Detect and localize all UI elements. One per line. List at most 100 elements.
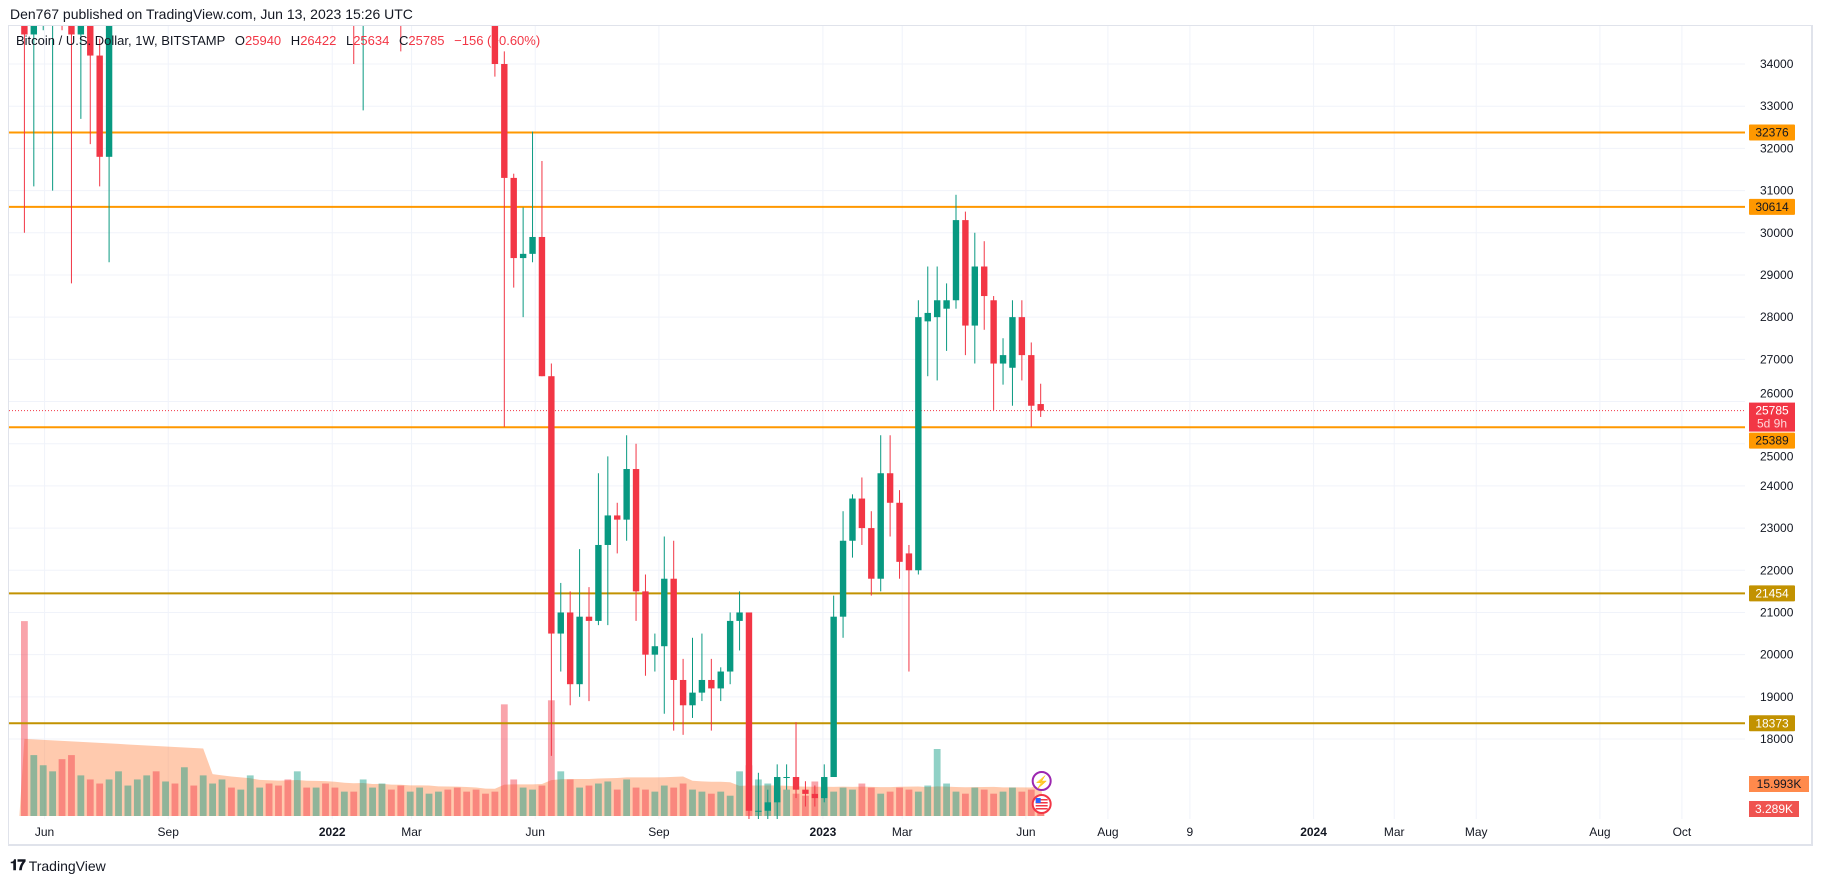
open-value: 25940 (245, 33, 282, 48)
flag-stripe (1035, 805, 1048, 807)
lightning-event-icon (1031, 771, 1052, 791)
volume-bar (30, 755, 38, 816)
volume-bar (49, 771, 57, 816)
candle-body (1028, 355, 1035, 406)
volume-bar (68, 755, 75, 816)
volume-ma-badge (1749, 776, 1809, 792)
candle-body (821, 777, 828, 799)
volume-ma-text: 15.993K (1757, 777, 1802, 791)
price-tick-label: 27000 (1760, 352, 1794, 366)
volume-bar (849, 789, 856, 816)
time-tick-label: Aug (1097, 825, 1118, 839)
price-tick-label: 33000 (1760, 99, 1794, 113)
level-price-badge-text: 21454 (1755, 586, 1789, 600)
volume-bar (199, 775, 207, 816)
volume-bar (425, 793, 433, 816)
candle-body (519, 253, 527, 259)
volume-bar (209, 783, 216, 816)
volume-bar (886, 791, 894, 816)
volume-bar (905, 789, 913, 816)
candle-body (924, 312, 931, 322)
price-tick-label: 25000 (1760, 450, 1794, 464)
volume-bar (435, 791, 442, 816)
volume-bar (350, 791, 358, 816)
volume-bar (397, 785, 405, 816)
volume-bar (971, 787, 979, 816)
level-price-badge-text: 18373 (1755, 716, 1789, 730)
volume-bar (105, 779, 113, 816)
candle-body (510, 177, 517, 259)
level-price-badge (1749, 432, 1795, 449)
candle-body (1009, 317, 1016, 368)
candle-body (529, 236, 536, 254)
candle-body (802, 789, 809, 794)
volume-bar (293, 771, 301, 816)
volume-bar (152, 771, 160, 816)
candle-body (745, 612, 753, 811)
candle-body (538, 236, 546, 377)
volume-bar (557, 771, 565, 816)
volume-bar (943, 783, 950, 816)
time-tick-label: Jun (1016, 825, 1035, 839)
candle-body (858, 498, 866, 529)
candle-body (830, 616, 837, 778)
volume-bar (237, 789, 245, 816)
symbol-title[interactable]: Bitcoin / U.S. Dollar, 1W, BITSTAMP (16, 33, 226, 48)
candle-body (962, 220, 969, 326)
price-tick-label: 24000 (1760, 479, 1794, 493)
candle-body (999, 355, 1007, 364)
volume-bar (576, 787, 583, 816)
time-tick-label: 2024 (1300, 825, 1327, 839)
volume-last-text: 3.289K (1755, 802, 1793, 816)
candle-body (811, 793, 819, 799)
candle-body (726, 620, 734, 672)
footer-logo[interactable]: 𝟏𝟕 TradingView (10, 857, 106, 874)
open-label: O (234, 33, 246, 48)
price-tick-label: 34000 (1760, 57, 1794, 71)
volume-bar (265, 783, 273, 816)
candle-body (774, 777, 781, 803)
candle-body (87, 26, 94, 56)
volume-bar (651, 791, 659, 816)
volume-bar (180, 767, 188, 816)
volume-bar (387, 789, 395, 816)
high-value: 26422 (300, 33, 337, 48)
volume-bar (482, 793, 489, 816)
candle-body (839, 540, 847, 617)
volume-bar (275, 785, 282, 816)
candle-body (792, 777, 800, 790)
lightning-glyph: ⚡ (1034, 775, 1049, 789)
candle-body (585, 616, 593, 621)
time-tick-label: Mar (401, 825, 422, 839)
flag-canton (1035, 798, 1041, 803)
volume-bar (444, 789, 452, 816)
candle-body (501, 64, 508, 178)
last-price-badge (1749, 402, 1795, 432)
volume-bar (500, 704, 508, 816)
candle-body (990, 300, 997, 364)
candle-body (30, 26, 38, 35)
candle-body (115, 0, 121, 5)
volume-bar (990, 793, 998, 816)
candle-body (971, 266, 979, 326)
price-tick-label: 32000 (1760, 141, 1794, 155)
level-price-badge (1749, 585, 1795, 602)
candle-body (642, 591, 649, 655)
time-tick-label: Mar (892, 825, 913, 839)
volume-bar (595, 783, 602, 816)
volume-bar (613, 789, 621, 816)
level-price-badge (1749, 198, 1795, 215)
volume-bar (585, 785, 593, 816)
price-tick-label: 18000 (1760, 732, 1794, 746)
volume-bar (1018, 791, 1026, 816)
volume-bar (378, 783, 386, 816)
volume-bar (660, 785, 668, 816)
candle-body (689, 692, 696, 706)
candle-body (708, 679, 715, 689)
volume-bar (58, 759, 66, 816)
time-tick-label: Oct (1673, 825, 1692, 839)
price-tick-label: 23000 (1760, 521, 1794, 535)
published-caption: Den767 published on TradingView.com, Jun… (10, 6, 413, 22)
price-tick-label: 20000 (1760, 648, 1794, 662)
